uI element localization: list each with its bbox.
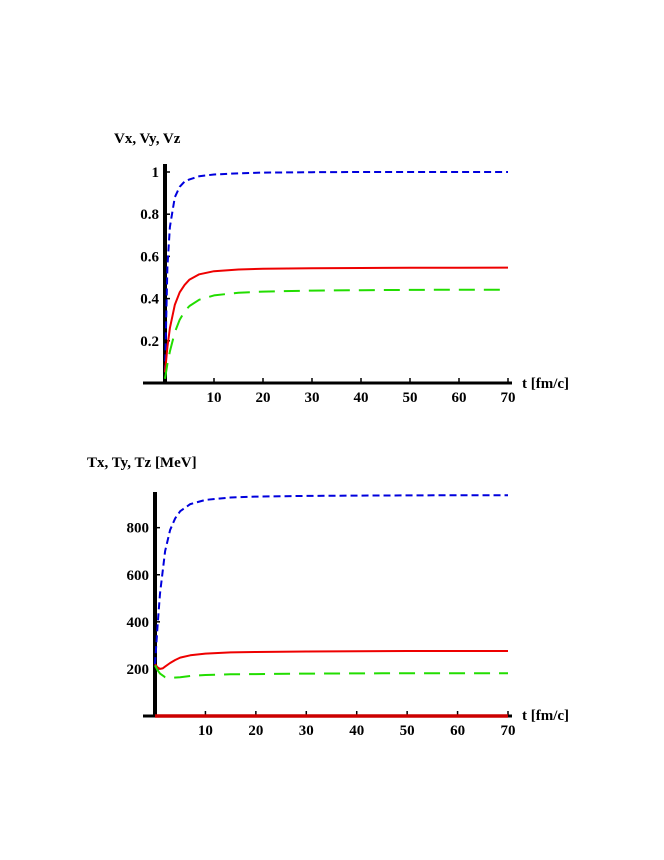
- temperature-chart-xlabel: t [fm/c]: [522, 708, 569, 724]
- velocity-chart-ytick-label: 1: [152, 165, 160, 181]
- temperature-chart-series-line-2: [154, 650, 508, 670]
- temperature-chart-xtick-label: 20: [248, 723, 263, 739]
- temperature-chart-xtick-label: 40: [349, 723, 364, 739]
- temperature-chart-ytick-label: 800: [127, 521, 150, 537]
- velocity-chart-xtick-label: 50: [403, 390, 418, 406]
- velocity-chart-ytick-label: 0.6: [140, 249, 159, 265]
- velocity-chart-xlabel: t [fm/c]: [522, 376, 569, 392]
- temperature-chart-xtick-label: 30: [299, 723, 314, 739]
- velocity-chart-ytick-label: 0.8: [140, 207, 159, 223]
- velocity-chart-xtick-label: 70: [501, 390, 516, 406]
- velocity-chart-series-line-1: [164, 171, 508, 373]
- velocity-chart: Vx, Vy, Vz t [fm/c] 10 20 30 40 50 60 70 0.2 0.…: [114, 131, 569, 406]
- temperature-chart-series-line-3: [154, 664, 508, 679]
- temperature-chart-xtick-label: 60: [450, 723, 465, 739]
- velocity-chart-ytick-label: 0.4: [140, 292, 159, 308]
- temperature-chart-xtick-label: 50: [400, 723, 415, 739]
- temperature-chart-ylabel: Tx, Ty, Tz [MeV]: [87, 455, 197, 471]
- temperature-chart-xtick-label: 10: [198, 723, 213, 739]
- temperature-chart-ytick-label: 200: [127, 662, 150, 678]
- velocity-chart-xtick-label: 20: [256, 390, 271, 406]
- temperature-chart-ytick-label: 400: [127, 615, 150, 631]
- velocity-chart-xtick-label: 10: [207, 390, 222, 406]
- temperature-chart-series-line-1: [154, 494, 508, 665]
- velocity-chart-xtick-label: 30: [305, 390, 320, 406]
- velocity-chart-ylabel: Vx, Vy, Vz: [114, 131, 181, 147]
- velocity-chart-xtick-label: 60: [452, 390, 467, 406]
- temperature-chart-xtick-label: 70: [501, 723, 516, 739]
- temperature-chart: Tx, Ty, Tz [MeV] t [fm/c] 10 20 30 40 50 60 70…: [87, 455, 569, 739]
- velocity-chart-series-line-2: [164, 266, 509, 373]
- temperature-chart-ytick-label: 600: [127, 568, 150, 584]
- velocity-chart-series-line-3: [164, 288, 508, 379]
- velocity-chart-ytick-label: 0.2: [140, 334, 159, 350]
- velocity-chart-xtick-label: 40: [354, 390, 369, 406]
